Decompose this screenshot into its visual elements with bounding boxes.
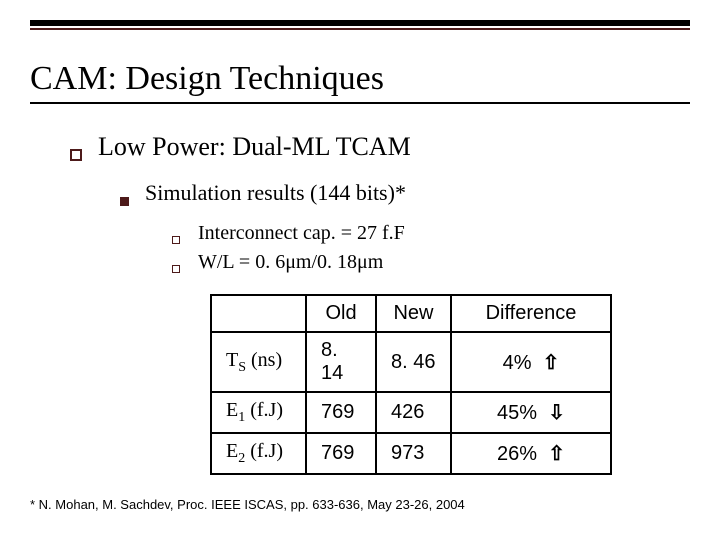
cell-old: 769 — [306, 392, 376, 433]
cell-diff: 26% ⇧ — [451, 433, 611, 474]
arrow-down-icon: ⇩ — [548, 402, 565, 424]
bullet-level3-1: Interconnect cap. = 27 f.F — [172, 222, 690, 245]
hollow-square-icon — [172, 265, 180, 273]
cell-diff: 45% ⇩ — [451, 392, 611, 433]
level3-text-2: W/L = 0. 6μm/0. 18μm — [198, 251, 383, 274]
cell-old: 769 — [306, 433, 376, 474]
level1-text: Low Power: Dual-ML TCAM — [98, 132, 411, 162]
top-thick-rule — [30, 20, 690, 26]
cell-new: 973 — [376, 433, 451, 474]
row-label: E2 (f.J) — [211, 433, 306, 474]
bullet-level2: Simulation results (144 bits)* — [120, 180, 690, 206]
header-new: New — [376, 295, 451, 332]
table-row: E1 (f.J) 769 426 45% ⇩ — [211, 392, 611, 433]
header-old: Old — [306, 295, 376, 332]
row-label: E1 (f.J) — [211, 392, 306, 433]
cell-diff: 4% ⇧ — [451, 332, 611, 392]
cell-old: 8. 14 — [306, 332, 376, 392]
bullet-level1: Low Power: Dual-ML TCAM — [70, 132, 690, 162]
table-header-row: Old New Difference — [211, 295, 611, 332]
cell-new: 8. 46 — [376, 332, 451, 392]
header-difference: Difference — [451, 295, 611, 332]
level2-text: Simulation results (144 bits)* — [145, 180, 406, 206]
results-table-wrap: Old New Difference TS (ns) 8. 14 8. 46 4… — [210, 294, 690, 475]
header-blank — [211, 295, 306, 332]
results-table: Old New Difference TS (ns) 8. 14 8. 46 4… — [210, 294, 612, 475]
arrow-up-icon: ⇧ — [548, 443, 565, 465]
table-row: E2 (f.J) 769 973 26% ⇧ — [211, 433, 611, 474]
bullet-level3-2: W/L = 0. 6μm/0. 18μm — [172, 251, 690, 274]
row-label: TS (ns) — [211, 332, 306, 392]
table-row: TS (ns) 8. 14 8. 46 4% ⇧ — [211, 332, 611, 392]
cell-new: 426 — [376, 392, 451, 433]
filled-square-icon — [120, 197, 129, 206]
footnote: * N. Mohan, M. Sachdev, Proc. IEEE ISCAS… — [30, 497, 465, 512]
title-underline — [30, 102, 690, 104]
arrow-up-icon: ⇧ — [543, 352, 560, 374]
hollow-square-icon — [172, 236, 180, 244]
slide-title: CAM: Design Techniques — [30, 60, 690, 98]
top-thin-rule — [30, 28, 690, 30]
level3-text-1: Interconnect cap. = 27 f.F — [198, 222, 405, 245]
hollow-square-icon — [70, 149, 82, 161]
